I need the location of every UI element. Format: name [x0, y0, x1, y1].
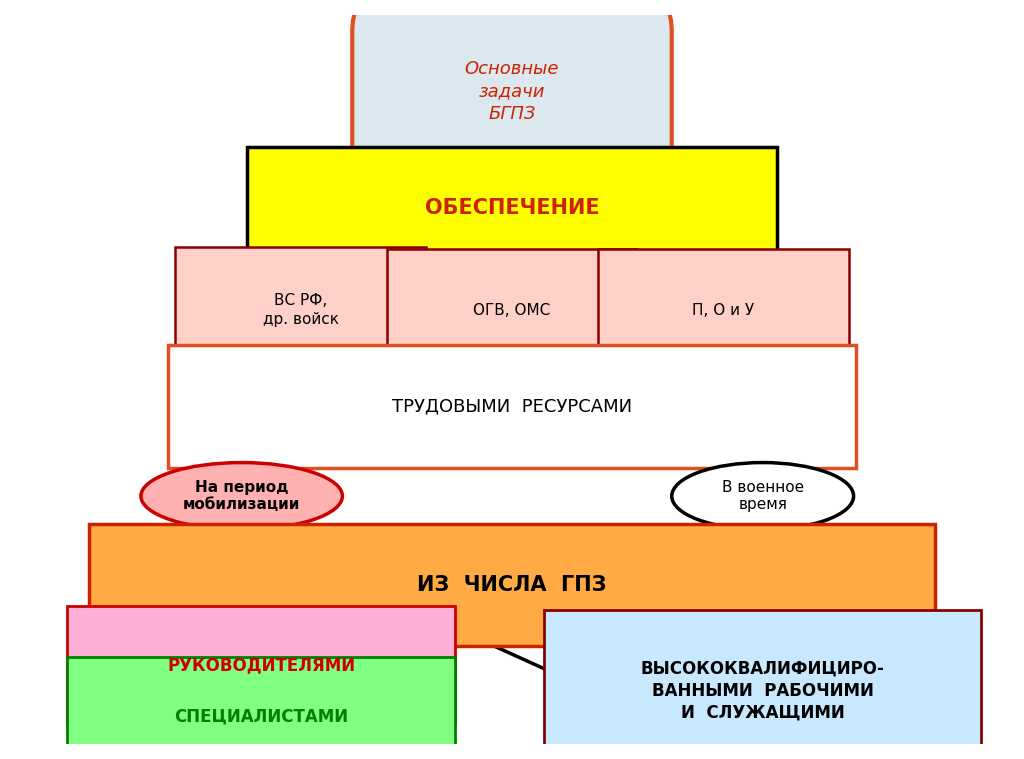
FancyBboxPatch shape: [175, 247, 426, 374]
Text: ВЫСОКОКВАЛИФИЦИРО-
ВАННЫМИ  РАБОЧИМИ
И  СЛУЖАЩИМИ: ВЫСОКОКВАЛИФИЦИРО- ВАННЫМИ РАБОЧИМИ И СЛ…: [641, 660, 885, 722]
Text: На период
мобилизации: На период мобилизации: [183, 480, 300, 512]
FancyBboxPatch shape: [544, 610, 981, 759]
Ellipse shape: [141, 462, 342, 530]
Text: ОГВ, ОМС: ОГВ, ОМС: [473, 303, 551, 318]
FancyBboxPatch shape: [387, 249, 637, 371]
FancyBboxPatch shape: [352, 0, 672, 210]
Text: СПЕЦИАЛИСТАМИ: СПЕЦИАЛИСТАМИ: [174, 707, 348, 725]
Text: ТРУДОВЫМИ  РЕСУРСАМИ: ТРУДОВЫМИ РЕСУРСАМИ: [392, 398, 632, 415]
Text: ОБЕСПЕЧЕНИЕ: ОБЕСПЕЧЕНИЕ: [425, 198, 599, 219]
Text: ИЗ  ЧИСЛА  ГПЗ: ИЗ ЧИСЛА ГПЗ: [417, 575, 607, 595]
FancyBboxPatch shape: [68, 657, 456, 759]
FancyBboxPatch shape: [68, 606, 456, 724]
Text: В военное
время: В военное время: [722, 480, 804, 512]
FancyBboxPatch shape: [598, 249, 849, 371]
FancyBboxPatch shape: [168, 345, 856, 468]
FancyBboxPatch shape: [247, 147, 777, 269]
Text: Основные
задачи
БГПЗ: Основные задачи БГПЗ: [465, 61, 559, 123]
Text: РУКОВОДИТЕЛЯМИ: РУКОВОДИТЕЛЯМИ: [167, 656, 355, 674]
FancyBboxPatch shape: [89, 524, 935, 646]
Ellipse shape: [672, 462, 854, 530]
Text: П, О и У: П, О и У: [692, 303, 755, 318]
Text: ВС РФ,
др. войск: ВС РФ, др. войск: [262, 294, 339, 327]
